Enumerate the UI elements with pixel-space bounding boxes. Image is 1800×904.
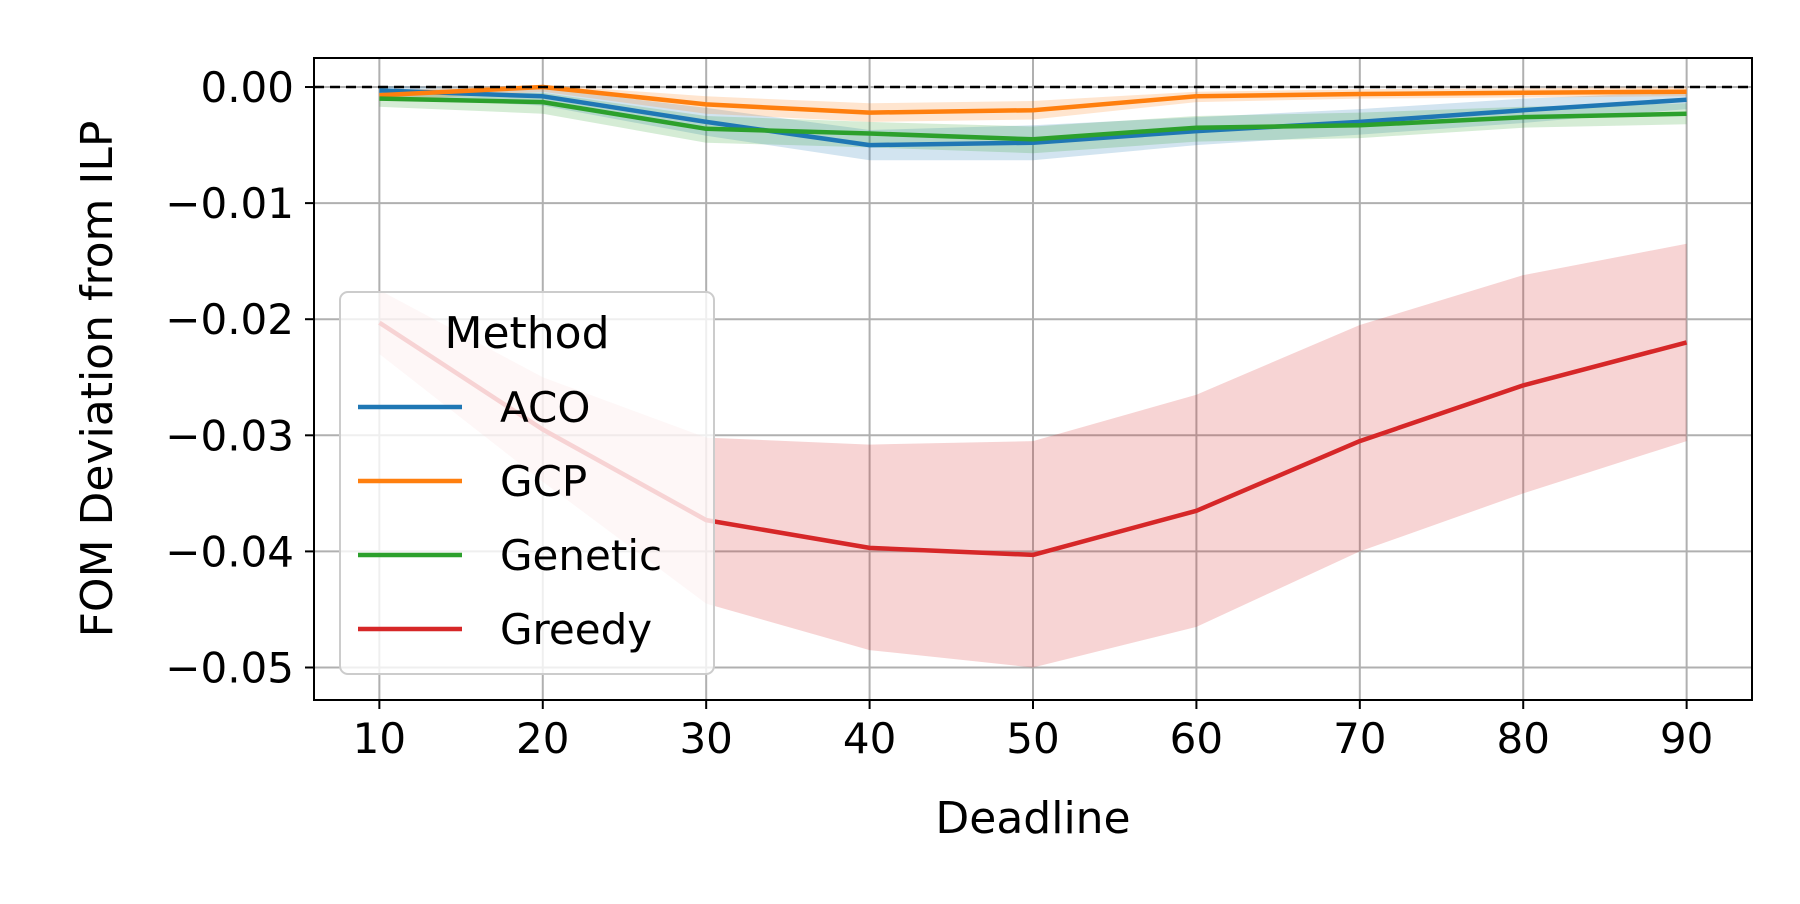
x-tick-label: 60 <box>1170 714 1223 763</box>
legend-item-aco: ACO <box>358 383 590 432</box>
legend-label: Greedy <box>500 605 652 654</box>
x-tick-label: 20 <box>516 714 569 763</box>
x-tick-label: 80 <box>1497 714 1550 763</box>
x-tick-label: 30 <box>679 714 732 763</box>
y-tick-label: −0.01 <box>165 179 294 228</box>
x-tick-label: 90 <box>1660 714 1713 763</box>
legend-label: Genetic <box>500 531 662 580</box>
y-axis-ticks: 0.00 −0.01 −0.02 −0.03 −0.04 −0.05 <box>165 63 314 692</box>
x-tick-label: 70 <box>1333 714 1386 763</box>
y-tick-label: 0.00 <box>200 63 294 112</box>
legend-item-greedy: Greedy <box>358 605 652 654</box>
legend-label: ACO <box>500 383 590 432</box>
legend-item-genetic: Genetic <box>358 531 662 580</box>
series-line-genetic <box>379 96 1687 142</box>
legend-title: Method <box>444 308 609 359</box>
series-line-aco <box>379 88 1687 148</box>
legend: Method ACO GCP Genetic Greedy <box>339 291 715 675</box>
y-tick-label: −0.05 <box>165 643 294 692</box>
x-tick-label: 50 <box>1006 714 1059 763</box>
legend-item-gcp: GCP <box>358 457 587 506</box>
series-lines <box>378 84 1688 558</box>
x-axis-ticks: 10 20 30 40 50 60 70 80 90 <box>353 700 1713 763</box>
y-axis-label: FOM Deviation from ILP <box>72 121 123 638</box>
x-tick-label: 40 <box>843 714 896 763</box>
x-axis-label: Deadline <box>935 793 1130 844</box>
legend-box <box>339 291 715 675</box>
band-genetic <box>379 92 1687 154</box>
legend-label: GCP <box>500 457 587 506</box>
y-tick-label: −0.04 <box>165 527 294 576</box>
y-tick-label: −0.03 <box>165 411 294 460</box>
x-tick-label: 10 <box>353 714 406 763</box>
series-line-gcp <box>379 84 1687 115</box>
legend-items: ACO GCP Genetic Greedy <box>358 383 662 654</box>
y-tick-label: −0.02 <box>165 295 294 344</box>
